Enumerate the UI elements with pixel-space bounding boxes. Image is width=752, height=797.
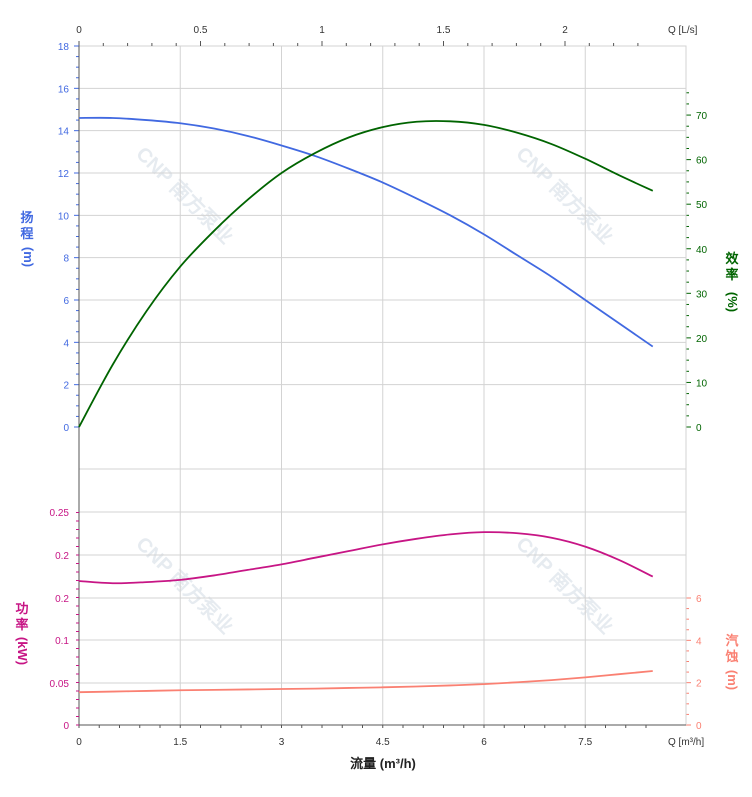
power-label-2: 率	[15, 617, 28, 632]
axis-layer	[74, 41, 691, 728]
npsh-tick-label: 4	[696, 636, 702, 647]
power-tick-label: 0.2	[55, 594, 69, 605]
npsh-curve	[78, 670, 653, 694]
npsh-label-3: (m)	[725, 670, 740, 690]
head-tick-label: 16	[58, 84, 70, 95]
bottom-tick-label: 4.5	[376, 737, 390, 748]
head-curve	[78, 116, 654, 348]
power-tick-label: 0.05	[50, 679, 70, 690]
efficiency-tick-label: 60	[696, 156, 708, 167]
top-axis-unit: Q [L/s]	[668, 25, 698, 36]
head-tick-label: 0	[63, 423, 69, 434]
npsh-axis-title: 汽 蚀 (m)	[724, 633, 740, 690]
power-curve	[78, 531, 654, 585]
power-label-3: (kW)	[15, 637, 30, 665]
power-tick-label: 0.2	[55, 551, 69, 562]
series-layer	[78, 116, 654, 694]
head-tick-label: 14	[58, 127, 70, 138]
tick-label-layer: 0 1.5 3 4.5 6 7.50 0.5 1 1.5 20246810121416180102…	[50, 25, 708, 748]
efficiency-tick-label: 70	[696, 111, 708, 122]
bottom-tick-label: 0	[76, 737, 82, 748]
head-label-2: 程	[20, 226, 33, 241]
efficiency-tick-label: 20	[696, 334, 708, 345]
power-label-1: 功	[15, 601, 28, 616]
npsh-label-1: 汽	[725, 633, 738, 648]
head-axis-title: 扬 程 (m)	[20, 210, 36, 267]
power-tick-label: 0	[63, 721, 69, 732]
head-tick-label: 18	[58, 42, 70, 53]
efficiency-tick-label: 40	[696, 245, 708, 256]
head-tick-label: 2	[63, 381, 69, 392]
watermark-text: CNP 南方泵业	[131, 532, 238, 639]
efficiency-tick-label: 0	[696, 423, 702, 434]
head-tick-label: 12	[58, 169, 70, 180]
efficiency-tick-label: 50	[696, 200, 708, 211]
head-tick-label: 6	[63, 296, 69, 307]
npsh-tick-label: 0	[696, 721, 702, 732]
bottom-tick-label: 6	[481, 737, 487, 748]
power-tick-label: 0.25	[50, 508, 70, 519]
head-label-3: (m)	[21, 247, 36, 267]
efficiency-curve	[78, 120, 654, 428]
bottom-axis-unit: Q [m³/h]	[668, 737, 704, 748]
efficiency-label-3: (%)	[725, 292, 740, 312]
head-tick-label: 4	[63, 338, 69, 349]
efficiency-axis-title: 效 率 (%)	[725, 251, 740, 312]
head-tick-label: 8	[63, 254, 69, 265]
top-tick-label: 1.5	[437, 25, 451, 36]
top-tick-label: 0.5	[194, 25, 208, 36]
efficiency-tick-label: 30	[696, 289, 708, 300]
bottom-tick-label: 7.5	[578, 737, 592, 748]
npsh-label-2: 蚀	[724, 649, 738, 664]
watermark-text: CNP 南方泵业	[511, 142, 618, 249]
power-tick-label: 0.1	[55, 636, 69, 647]
npsh-tick-label: 6	[696, 594, 702, 605]
x-axis-title: 流量 (m³/h)	[350, 756, 416, 771]
top-tick-label: 2	[562, 25, 568, 36]
top-tick-label: 1	[319, 25, 325, 36]
head-label-1: 扬	[20, 210, 33, 225]
efficiency-tick-label: 10	[696, 378, 708, 389]
watermark-layer: CNP 南方泵业 CNP 南方泵业 CNP 南方泵业 CNP 南方泵业	[131, 142, 618, 639]
bottom-tick-label: 3	[279, 737, 285, 748]
top-tick-label: 0	[76, 25, 82, 36]
efficiency-label-2: 率	[725, 267, 738, 282]
bottom-tick-label: 1.5	[173, 737, 187, 748]
power-axis-title: 功 率 (kW)	[15, 601, 30, 665]
head-tick-label: 10	[58, 211, 70, 222]
watermark-text: CNP 南方泵业	[131, 142, 238, 249]
watermark-text: CNP 南方泵业	[511, 532, 618, 639]
grid-layer	[78, 45, 687, 726]
npsh-tick-label: 2	[696, 679, 702, 690]
efficiency-label-1: 效	[725, 251, 739, 266]
